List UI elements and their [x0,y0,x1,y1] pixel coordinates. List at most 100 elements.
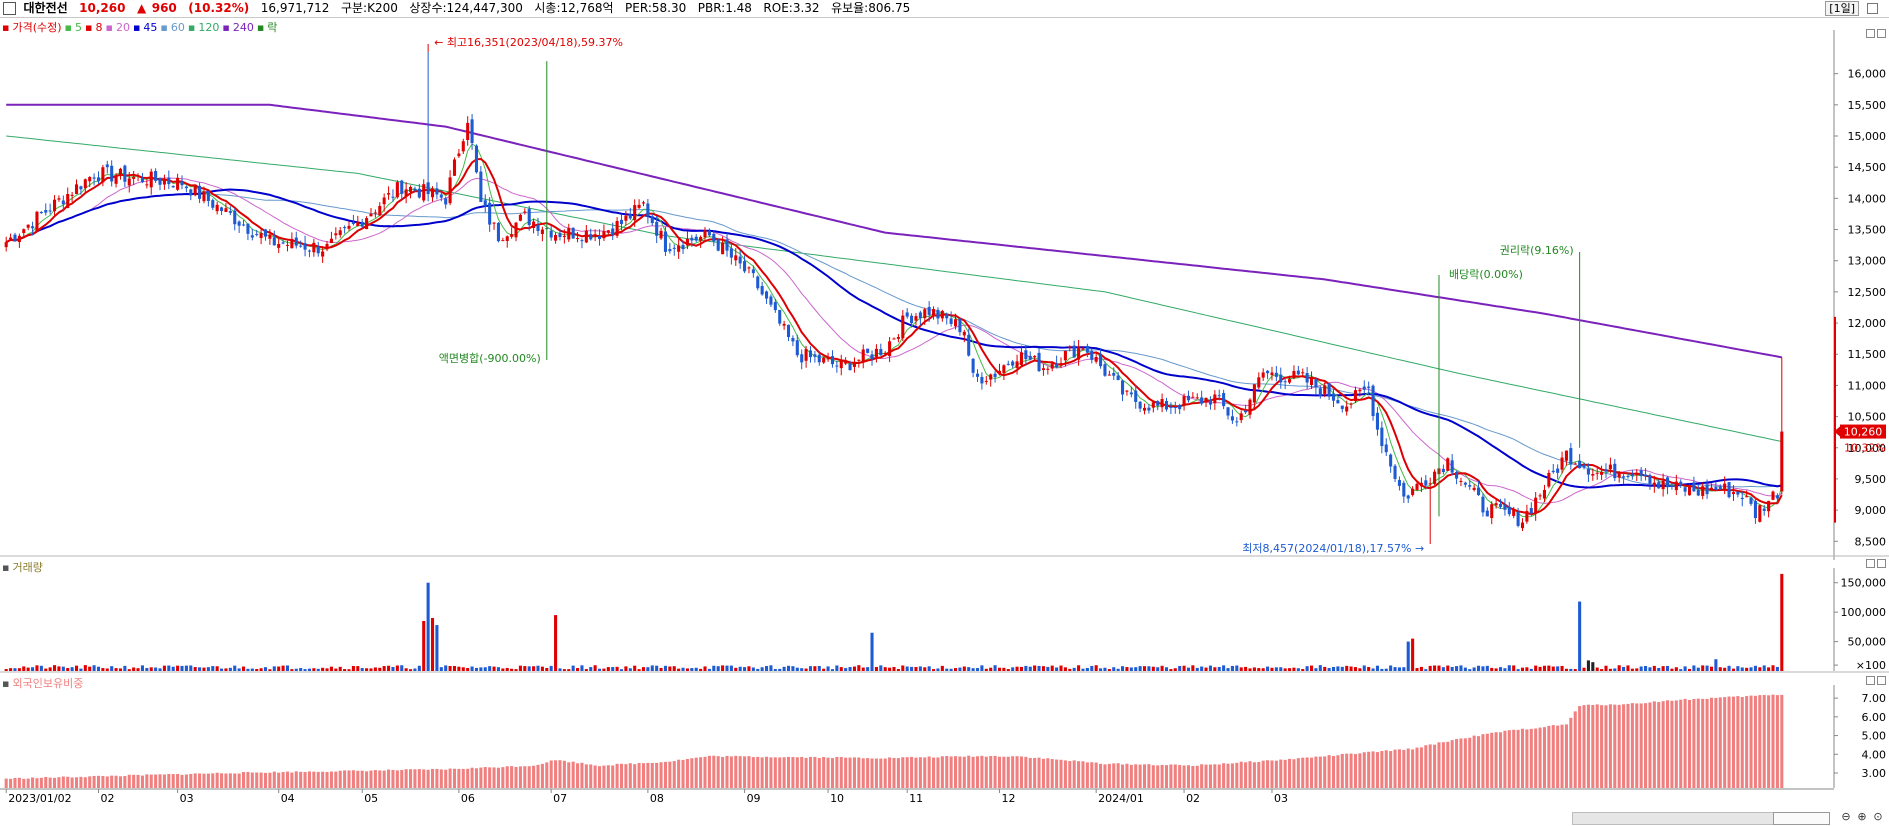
volume-bar [1204,667,1208,671]
foreign-bar [334,771,338,788]
foreign-bar [132,774,136,788]
period-button[interactable]: [1일] [1825,1,1859,16]
foreign-bar [619,763,624,788]
candle-body [13,234,17,242]
candle-body [483,200,487,207]
candle-body [206,191,210,202]
foreign-panel-close-button[interactable] [1877,676,1886,685]
candle-body [1142,407,1147,411]
candle-body [88,177,92,182]
horizontal-scrollbar[interactable] [1572,812,1774,825]
zoom-out-icon[interactable]: ⊖ [1841,810,1851,823]
candle-body [1305,373,1309,383]
volume-bar [1063,667,1067,671]
legend-item[interactable]: 20 [115,21,130,34]
stock-name[interactable]: 대한전선 [23,1,68,15]
date-tick-label: 2023/01/02 [8,792,72,805]
zoom-reset-icon[interactable]: ⊙ [1873,810,1883,823]
foreign-bar [993,755,997,788]
candle-body [1099,354,1103,367]
volume-bar [307,668,311,671]
foreign-bar [1419,747,1423,788]
zoom-in-icon[interactable]: ⊕ [1857,810,1867,823]
volume-bar [681,667,685,671]
candle-body [1389,454,1393,467]
legend-item[interactable]: 가격(수정) [12,21,62,34]
legend-item[interactable]: 240 [232,21,254,34]
candle-body [1235,421,1239,423]
volume-bar [1397,667,1401,671]
legend-item[interactable]: 60 [170,21,185,34]
candle-body [83,179,87,189]
candle-body [606,230,610,233]
foreign-bar [1604,705,1608,788]
volume-bar [659,667,663,671]
scrollbar-thumb[interactable] [1773,812,1830,825]
volume-bar [993,665,997,671]
foreign-bar [795,757,799,788]
volume-bar [1116,668,1120,671]
foreign-bar [285,771,290,788]
volume-bar [1178,665,1182,671]
volume-bar [668,666,672,671]
volume-bar [1617,665,1621,671]
foreign-bar [1397,749,1401,788]
volume-bar [466,668,470,671]
foreign-bar [206,773,210,788]
volume-bar [747,666,751,671]
foreign-panel-max-button[interactable] [1866,676,1875,685]
candle-body [619,219,624,225]
candle-body [879,349,883,356]
volume-bar [615,666,619,671]
candle-body [1002,365,1006,374]
candle-body [1516,512,1520,526]
candle-body [1011,361,1015,366]
legend-item[interactable]: 8 [95,21,103,34]
legend-item[interactable]: 45 [143,21,158,34]
candle-body [1705,484,1709,495]
candle-body [1780,431,1784,492]
foreign-bar [826,757,830,788]
volume-bar [1274,667,1278,671]
candle-body [400,180,404,194]
volume-bar [677,668,681,671]
window-control-button[interactable] [1867,3,1878,14]
legend-item[interactable]: 120 [198,21,220,34]
foreign-bar [1455,739,1459,788]
foreign-bar [184,774,188,788]
candle-body [562,235,566,237]
foreign-bar [514,766,518,788]
price-tick-label: 15,000 [1848,130,1887,143]
legend-item[interactable]: 5 [75,21,83,34]
foreign-bar [1191,765,1195,788]
candle-body [1222,392,1226,407]
volume-bar [1393,667,1397,671]
volume-bar [1006,669,1010,671]
candle-body [39,211,43,214]
candle-body [734,255,738,261]
volume-bar [26,667,30,671]
price-panel-close-button[interactable] [1877,29,1886,38]
candle-body [1569,448,1573,465]
legend-item[interactable]: 락 [267,21,278,34]
volume-panel-close-button[interactable] [1877,559,1886,568]
volume-bar [1129,667,1133,671]
volume-bar [1156,667,1160,671]
price-panel-max-button[interactable] [1866,29,1875,38]
candle-body [474,145,479,173]
volume-bar [1138,666,1142,671]
foreign-bar [1481,734,1485,788]
foreign-bar [347,770,351,788]
foreign-bar [1046,758,1050,788]
foreign-bar [510,766,514,788]
candle-body [1586,468,1590,475]
select-checkbox[interactable] [3,2,16,15]
foreign-bar [263,772,268,788]
candle-body [158,177,162,185]
foreign-bar [241,772,246,788]
volume-bar [1147,666,1151,671]
candle-body [800,354,804,363]
candle-body [1428,483,1432,485]
volume-panel-max-button[interactable] [1866,559,1875,568]
